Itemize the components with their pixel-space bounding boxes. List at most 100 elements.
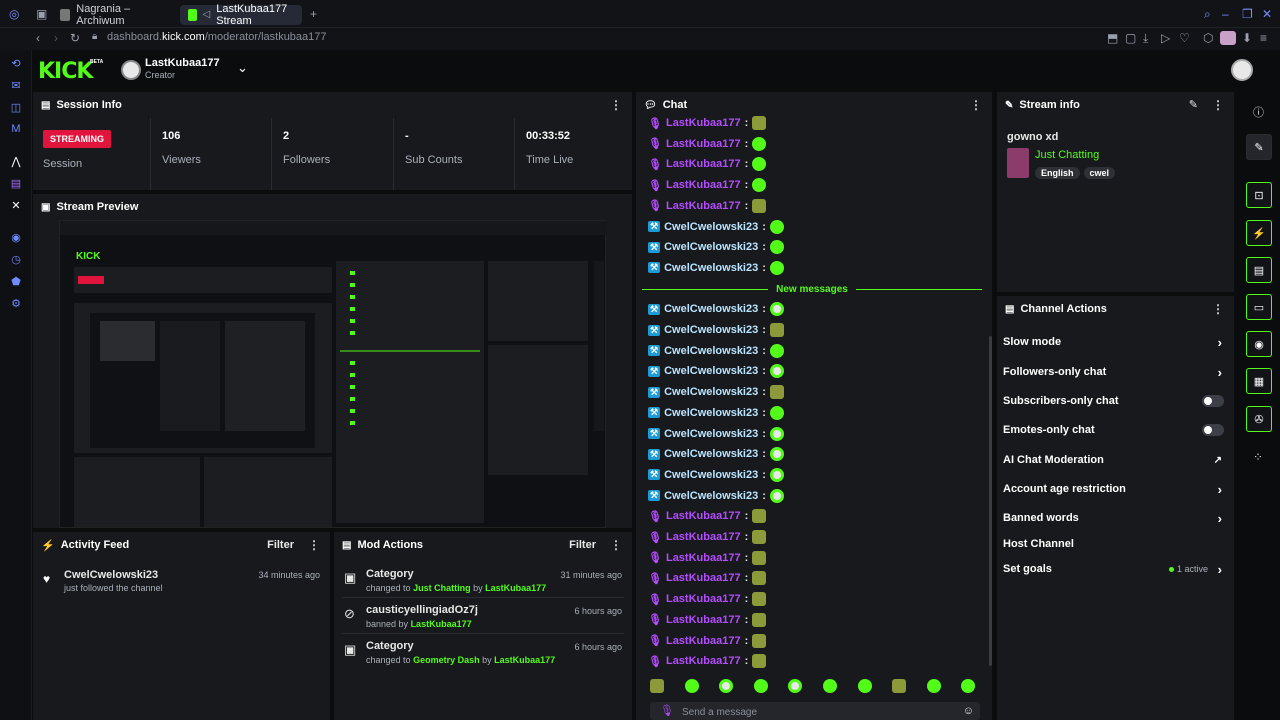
lightning-icon[interactable]: ⚡: [1246, 220, 1272, 246]
emote-icon[interactable]: [769, 323, 784, 337]
url-field[interactable]: dashboard.kick.com/moderator/lastkubaa17…: [107, 31, 327, 43]
chat-username[interactable]: LastKubaa177: [665, 572, 741, 585]
chat-menu-icon[interactable]: ⋮: [970, 98, 982, 112]
emote-icon[interactable]: [769, 343, 784, 358]
stream-video-player[interactable]: KICK: [59, 220, 607, 528]
stream-info-menu-icon[interactable]: ⋮: [1212, 98, 1224, 112]
quick-emote-icon[interactable]: [650, 679, 664, 693]
sidebar-messenger-icon[interactable]: ✉: [11, 79, 21, 92]
quick-emote-icon[interactable]: [857, 679, 872, 693]
activity-user[interactable]: CwelCwelowski23: [64, 569, 159, 581]
detail-target[interactable]: Just Chatting: [413, 583, 471, 593]
chat-username[interactable]: CwelCwelowski23: [664, 427, 759, 440]
profile-avatar[interactable]: [1220, 31, 1236, 45]
emote-icon[interactable]: [769, 385, 784, 400]
emote-icon[interactable]: [769, 302, 784, 317]
chat-username[interactable]: CwelCwelowski23: [664, 468, 759, 481]
close-icon[interactable]: ✕: [1262, 7, 1273, 21]
channel-action-emotes-only-chat[interactable]: Emotes-only chat: [1003, 420, 1226, 440]
channel-avatar[interactable]: [121, 60, 141, 80]
emote-icon[interactable]: [769, 467, 784, 482]
chat-username[interactable]: LastKubaa177: [665, 613, 741, 626]
wrench-icon[interactable]: ✇: [1246, 406, 1272, 432]
chat-username[interactable]: CwelCwelowski23: [664, 365, 759, 378]
tab-overview-icon[interactable]: ▣: [36, 7, 48, 21]
quick-emote-icon[interactable]: [788, 679, 803, 693]
chat-username[interactable]: LastKubaa177: [665, 117, 741, 129]
broadcast-icon[interactable]: ◉: [1246, 331, 1272, 357]
emote-icon[interactable]: [769, 488, 784, 503]
session-info-menu-icon[interactable]: ⋮: [610, 98, 622, 112]
tab-stream[interactable]: ◁ LastKubaa177 Stream: [180, 3, 302, 27]
emote-icon[interactable]: [769, 219, 784, 234]
emote-icon[interactable]: [769, 364, 784, 379]
emote-icon[interactable]: [752, 157, 767, 172]
maximize-icon[interactable]: ❐: [1242, 7, 1253, 21]
channel-action-slow-mode[interactable]: Slow mode ›: [1003, 332, 1226, 352]
channel-switch-chevron-down-icon[interactable]: ⌄: [237, 60, 248, 75]
chat-username[interactable]: LastKubaa177: [665, 551, 741, 564]
emote-icon[interactable]: [752, 530, 767, 544]
extensions-icon[interactable]: ⬡: [1203, 31, 1214, 45]
emote-icon[interactable]: [752, 654, 767, 669]
downloads-icon[interactable]: ⬇: [1242, 31, 1253, 45]
detail-user[interactable]: LastKubaa177: [494, 655, 556, 665]
detail-target[interactable]: Geometry Dash: [413, 655, 480, 665]
bookmark-icon[interactable]: ⬒: [1107, 31, 1119, 45]
search-icon[interactable]: ⌕: [1204, 7, 1211, 21]
minimize-icon[interactable]: –: [1222, 7, 1229, 21]
sidebar-history-icon[interactable]: ⟲: [11, 57, 21, 70]
info-icon[interactable]: ⓘ: [1253, 107, 1264, 119]
new-tab-icon[interactable]: +: [310, 7, 318, 21]
chat-username[interactable]: LastKubaa177: [665, 655, 741, 668]
emote-icon[interactable]: [769, 260, 784, 275]
chat-username[interactable]: LastKubaa177: [665, 593, 741, 606]
sidebar-kick-icon[interactable]: ⋀: [11, 155, 21, 168]
chat-username[interactable]: CwelCwelowski23: [664, 489, 759, 502]
emote-icon[interactable]: [752, 592, 767, 607]
emote-icon[interactable]: [752, 633, 767, 648]
quick-emote-icon[interactable]: [823, 679, 837, 693]
emoji-picker-icon[interactable]: ☺: [962, 705, 974, 717]
quick-emote-icon[interactable]: [753, 679, 768, 693]
detail-user[interactable]: LastKubaa177: [410, 619, 472, 629]
chat-messages[interactable]: 🎙︎ LastKubaa177: 🎙︎ LastKubaa177: 🎙︎ LastKuba…: [636, 114, 986, 674]
user-avatar[interactable]: [1231, 59, 1253, 81]
emote-icon[interactable]: [769, 405, 784, 420]
emote-icon[interactable]: [752, 509, 767, 524]
snapshot-icon[interactable]: ▢: [1125, 31, 1137, 45]
edit-tool-pencil-icon[interactable]: ✎: [1246, 134, 1272, 160]
category-thumbnail[interactable]: [1007, 148, 1029, 178]
emote-icon[interactable]: [752, 550, 767, 565]
channel-action-set-goals[interactable]: Set goals › 1 active: [1003, 559, 1226, 579]
chat-username[interactable]: CwelCwelowski23: [664, 386, 759, 399]
chat-username[interactable]: LastKubaa177: [665, 199, 741, 212]
emote-icon[interactable]: [769, 240, 784, 255]
chat-username[interactable]: LastKubaa177: [665, 510, 741, 523]
mod-actions-filter-button[interactable]: Filter: [569, 539, 596, 551]
chat-username[interactable]: CwelCwelowski23: [664, 344, 759, 357]
emote-icon[interactable]: [752, 178, 767, 193]
quick-emote-icon[interactable]: [926, 679, 941, 693]
chat-username[interactable]: LastKubaa177: [665, 137, 741, 150]
chat-username[interactable]: LastKubaa177: [665, 634, 741, 647]
back-icon[interactable]: ‹: [36, 31, 40, 45]
play-icon[interactable]: ▷: [1161, 31, 1171, 45]
channel-action-ai-chat-moderation[interactable]: AI Chat Moderation ↗: [1003, 450, 1226, 470]
menu-icon[interactable]: ≡: [1260, 31, 1268, 45]
channel-actions-menu-icon[interactable]: ⋮: [1212, 302, 1224, 316]
tag[interactable]: English: [1035, 167, 1080, 179]
screen-capture-icon[interactable]: ⊡: [1246, 182, 1272, 208]
toggle-switch[interactable]: [1202, 395, 1224, 407]
quick-emote-icon[interactable]: [719, 679, 734, 693]
mod-action-title[interactable]: causticyellingiadOz7j: [366, 604, 478, 616]
channel-action-account-age-restriction[interactable]: Account age restriction ›: [1003, 479, 1226, 499]
chat-username[interactable]: CwelCwelowski23: [664, 241, 759, 254]
layout-icon[interactable]: ▦: [1246, 368, 1272, 394]
activity-menu-icon[interactable]: ⋮: [308, 538, 320, 552]
stream-category[interactable]: Just Chatting: [1035, 149, 1100, 161]
download-icon[interactable]: ⤓: [1143, 31, 1149, 45]
chat-scrollbar[interactable]: [989, 336, 992, 666]
chat-username[interactable]: LastKubaa177: [665, 179, 741, 192]
channel-action-subscribers-only-chat[interactable]: Subscribers-only chat: [1003, 391, 1226, 411]
